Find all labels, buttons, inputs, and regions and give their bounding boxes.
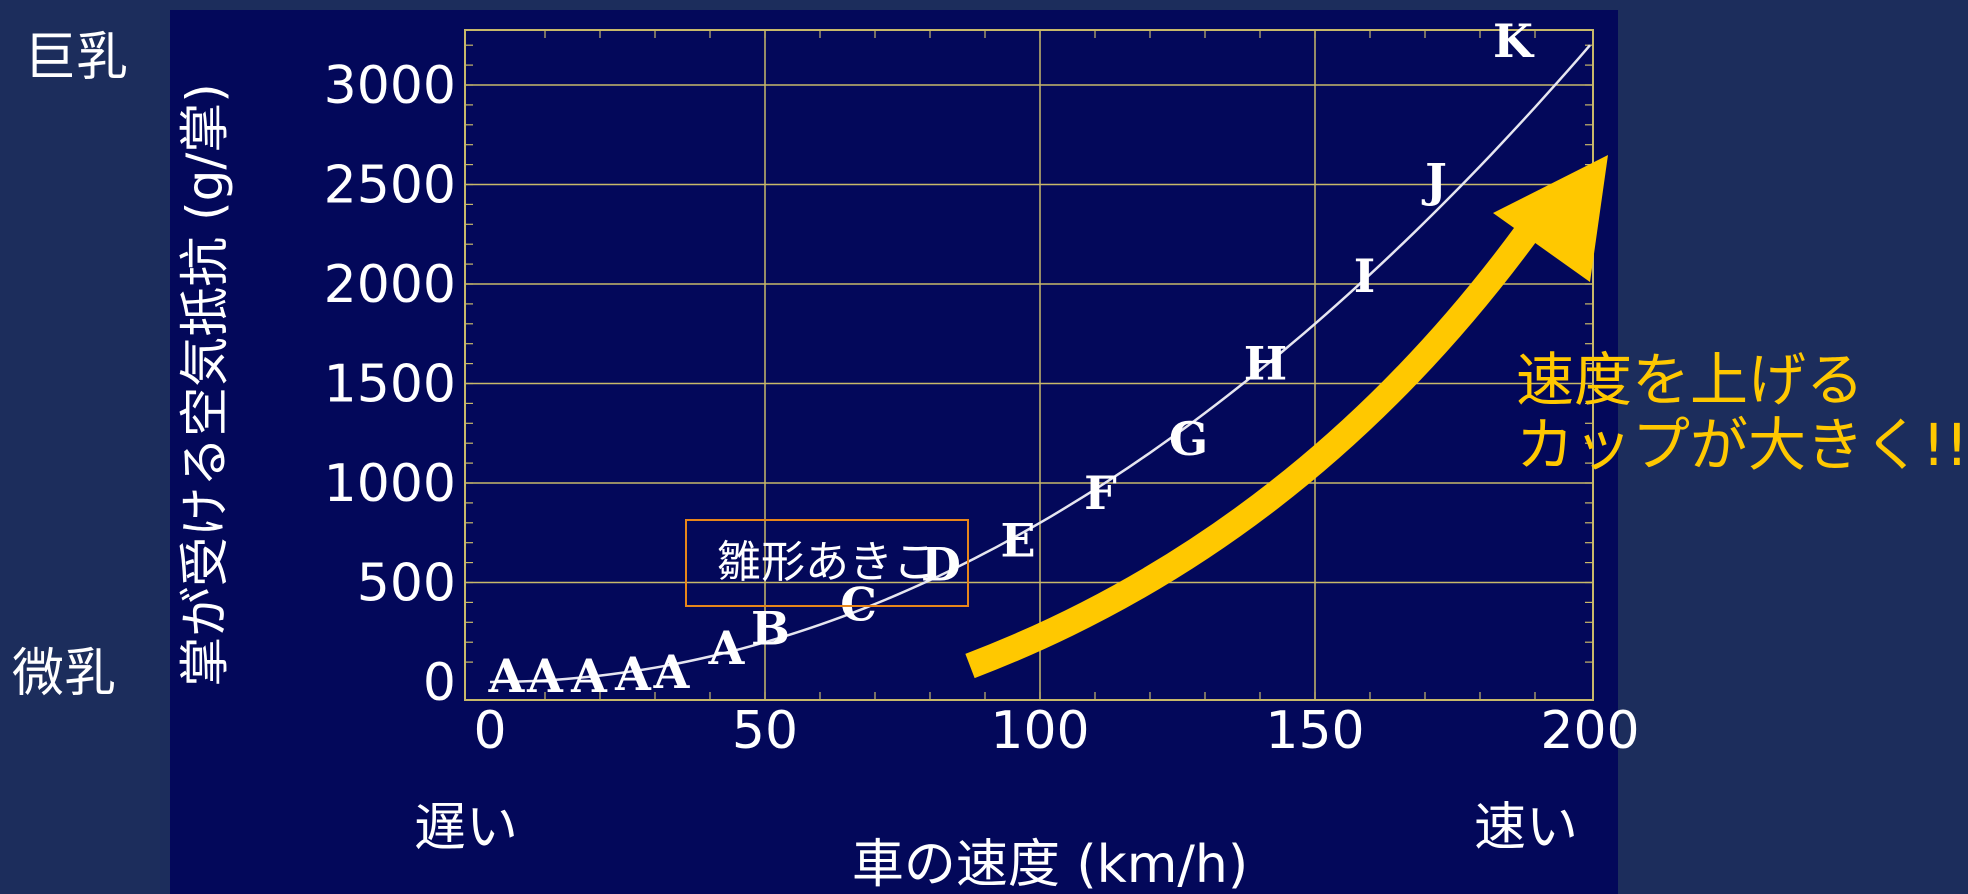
data-point-d: D [921,538,961,592]
data-point-a: A [653,645,691,699]
data-point-j: J [1421,154,1447,208]
y-tick-label: 3000 [324,56,456,116]
y-tick-label: 2000 [324,255,456,315]
x-axis-label: 車の速度 (km/h) [852,835,1248,894]
arrow-shaft [965,227,1536,679]
chart-panel-bg [170,10,1618,894]
label-small-breasts: 微乳 [12,644,117,704]
label-large-breasts: 巨乳 [24,28,129,88]
label-slow: 遅い [414,798,519,858]
x-tick-label: 200 [1540,701,1639,761]
data-point-i: I [1354,249,1376,303]
y-tick-label: 0 [423,653,456,713]
fit-curve [489,44,1591,684]
y-tick-label: 500 [357,554,456,614]
x-tick-label: 0 [473,701,506,761]
callout-line-2: カップが大きく!! [1516,410,1968,479]
data-point-a: A [488,649,526,703]
y-tick-label: 2500 [324,156,456,216]
callout-line-1: 速度を上げる [1516,346,1865,414]
x-tick-label: 100 [990,701,1089,761]
data-point-k: K [1493,14,1535,68]
data-point-a: A [614,647,652,701]
callout: 速度を上げる カップが大きく!! [1516,348,1968,478]
data-point-a: A [526,649,564,703]
y-tick-label: 1500 [324,355,456,415]
y-tick-label: 1000 [324,454,456,514]
annotation-box: 雛形あきこ [685,519,969,607]
label-fast: 速い [1474,798,1579,858]
y-axis-label: 掌が受ける空気抵抗 (g/掌) [176,83,234,687]
data-point-b: B [751,601,790,655]
data-point-f: F [1084,466,1117,520]
data-point-e: E [1000,514,1035,568]
data-point-a: A [708,621,746,675]
data-point-a: A [570,649,608,703]
data-point-c: C [840,577,877,631]
data-point-g: G [1169,412,1208,466]
plot-frame [464,29,1594,701]
data-point-h: H [1244,337,1287,391]
x-tick-label: 150 [1265,701,1364,761]
x-tick-label: 50 [732,701,798,761]
arrow-head [1493,155,1608,282]
